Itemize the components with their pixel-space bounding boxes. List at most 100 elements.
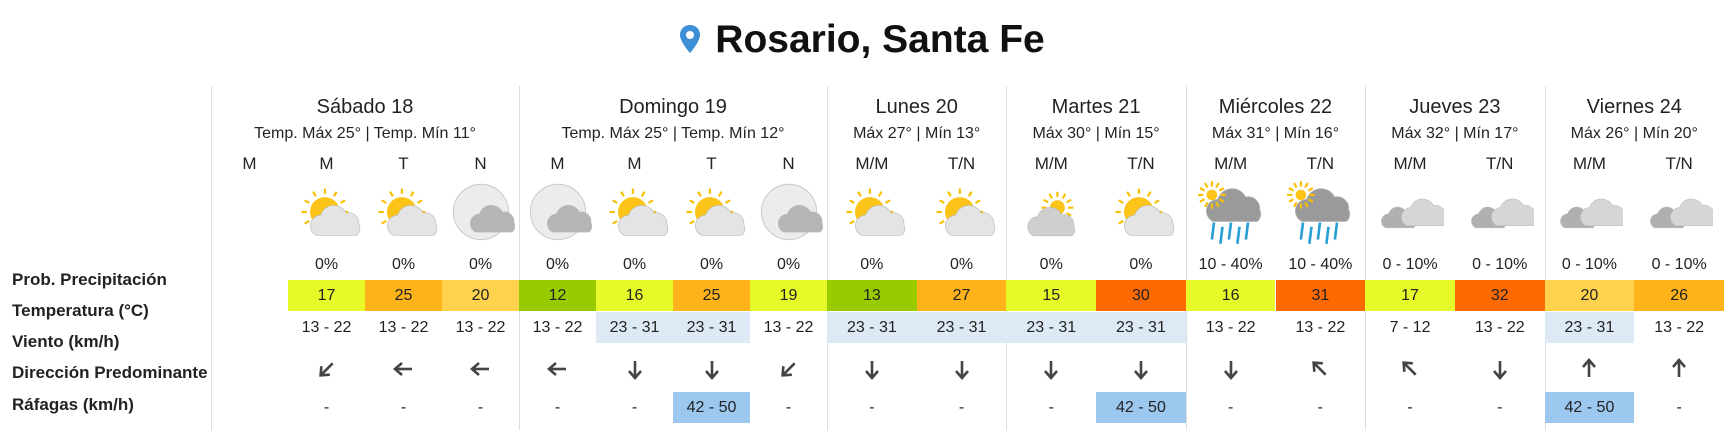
precipitation: 0%: [776, 256, 801, 273]
period-label: T: [398, 154, 409, 173]
day-temps: Máx 31° | Mín 16°: [1211, 125, 1340, 142]
precipitation: 0%: [1039, 256, 1063, 273]
precipitation: 0%: [391, 256, 416, 273]
day-name: Jueves 23: [1409, 96, 1501, 118]
precipitation: 0%: [545, 256, 570, 273]
wind: 13 - 22: [763, 318, 814, 336]
temperature: 30: [1096, 280, 1186, 311]
period-label: M: [242, 154, 257, 173]
wind-direction: [519, 354, 596, 384]
gusts: -: [958, 398, 965, 416]
temperature: 13: [827, 280, 917, 311]
wind-direction: [288, 354, 365, 384]
wind-direction: [1634, 354, 1724, 384]
temperature: 26: [1634, 280, 1724, 311]
weather-icon: [524, 180, 592, 246]
wind-direction: [750, 354, 827, 384]
gusts: 42 - 50: [1096, 392, 1186, 423]
period-label: M: [627, 154, 642, 173]
precipitation: 0%: [949, 256, 974, 273]
wind-direction: [1096, 354, 1186, 384]
precipitation: 0 - 10%: [1651, 256, 1707, 273]
precipitation: 10 - 40%: [1288, 256, 1353, 273]
gusts: -: [1497, 398, 1503, 416]
day-temps: Máx 30° | Mín 15°: [1032, 125, 1160, 142]
weather-icon: [601, 180, 669, 246]
weather-icon: [1197, 180, 1265, 246]
wind: 13 - 22: [1295, 318, 1346, 336]
weather-icon: [1017, 180, 1085, 246]
temperature: 17: [1365, 280, 1455, 311]
day-temps: Máx 32° | Mín 17°: [1391, 125, 1519, 142]
row-label: Temperatura (°C): [12, 301, 149, 320]
wind: 7 - 12: [1389, 318, 1431, 336]
title: Rosario, Santa Fe: [715, 18, 1045, 61]
temperature: 25: [365, 280, 442, 311]
temperature: 27: [916, 280, 1007, 311]
row-label: Dirección Predominante: [12, 363, 208, 382]
row-label: Prob. Precipitación: [12, 270, 167, 289]
weather-icon: [370, 180, 438, 246]
temperature: 16: [596, 280, 673, 311]
gusts: -: [1407, 398, 1413, 416]
period-label: M: [550, 154, 565, 173]
period-label: T/N: [1486, 154, 1514, 173]
title-bar: Rosario, Santa Fe: [0, 18, 1724, 62]
wind-direction: [442, 354, 519, 384]
period-label: T/N: [1127, 154, 1155, 173]
precipitation: 0 - 10%: [1382, 256, 1438, 273]
weather-icon: [293, 180, 361, 246]
gusts: -: [1676, 398, 1682, 416]
day-name: Lunes 20: [875, 96, 958, 118]
temperature: 32: [1454, 280, 1545, 311]
wind-direction: [365, 354, 442, 384]
period-label: N: [474, 154, 487, 173]
day-temps: Temp. Máx 25° | Temp. Mín 12°: [561, 125, 785, 142]
weather-icon: [1107, 180, 1175, 246]
location-pin: [680, 25, 701, 53]
wind: 23 - 31: [827, 312, 917, 343]
period-label: T/N: [947, 154, 976, 173]
day-separator: [827, 86, 828, 430]
period-label: M/M: [1572, 154, 1606, 173]
weather-icon: [838, 180, 906, 246]
period-label: T/N: [1665, 154, 1693, 173]
precipitation: 0 - 10%: [1472, 256, 1528, 273]
wind: 23 - 31: [916, 312, 1007, 343]
temperature: 16: [1185, 280, 1276, 311]
precipitation: 0%: [1129, 256, 1153, 273]
period-label: T: [706, 154, 717, 173]
gusts: 42 - 50: [1544, 392, 1635, 423]
precipitation: 10 - 40%: [1198, 256, 1263, 273]
day-separator: [1365, 86, 1367, 430]
temperature: 31: [1275, 280, 1366, 311]
precipitation: 0%: [699, 256, 724, 273]
wind: 23 - 31: [1006, 312, 1097, 343]
weather-icon: [678, 180, 746, 246]
gusts: -: [400, 398, 407, 416]
day-temps: Temp. Máx 25° | Temp. Mín 11°: [254, 125, 476, 142]
wind-direction: [1186, 354, 1276, 384]
day-name: Domingo 19: [619, 96, 727, 118]
gusts: 42 - 50: [673, 392, 750, 423]
gusts: -: [477, 398, 484, 416]
wind-direction: [596, 354, 673, 384]
gusts: -: [1227, 398, 1234, 416]
weather-icon: [1645, 180, 1716, 246]
wind-direction: [917, 354, 1007, 384]
weather-icon: [928, 180, 996, 246]
wind: 23 - 31: [596, 312, 673, 343]
period-label: N: [782, 154, 795, 173]
wind: 13 - 22: [1205, 318, 1256, 336]
day-separator: [1185, 86, 1187, 430]
wind-direction: [1006, 354, 1096, 384]
temperature: 12: [519, 280, 596, 311]
wind: 13 - 22: [1474, 318, 1525, 336]
day-temps: Máx 27° | Mín 13°: [853, 125, 981, 142]
temperature: 20: [442, 280, 519, 311]
day-separator: [519, 86, 520, 430]
weather-icon: [447, 180, 515, 246]
wind: 13 - 22: [301, 318, 352, 336]
wind: 23 - 31: [1096, 312, 1186, 343]
